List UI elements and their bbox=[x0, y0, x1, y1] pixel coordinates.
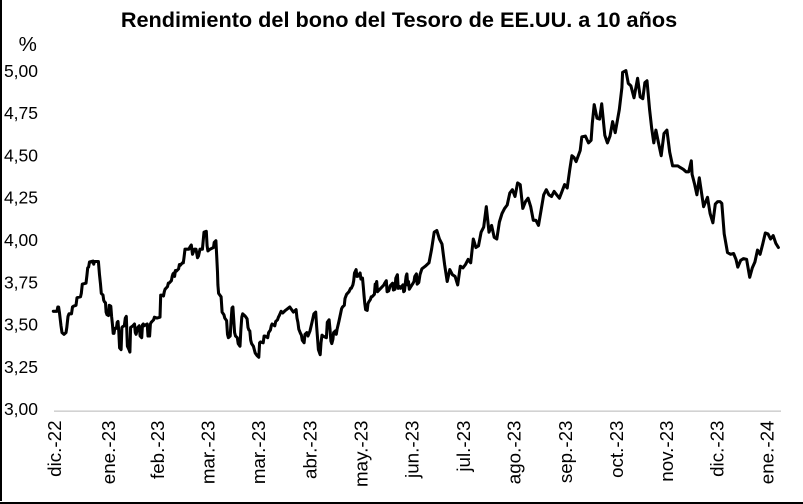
svg-text:3,25: 3,25 bbox=[4, 357, 38, 377]
svg-text:%: % bbox=[19, 33, 37, 56]
svg-text:nov.-23: nov.-23 bbox=[656, 421, 677, 482]
svg-text:3,75: 3,75 bbox=[4, 272, 38, 292]
svg-text:mar.-23: mar.-23 bbox=[197, 421, 218, 485]
svg-text:dic.-22: dic.-22 bbox=[44, 421, 65, 477]
svg-text:Rendimiento del bono del Tesor: Rendimiento del bono del Tesoro de EE.UU… bbox=[121, 7, 677, 32]
svg-text:jul.-23: jul.-23 bbox=[453, 421, 474, 473]
svg-text:jun.-23: jun.-23 bbox=[402, 421, 423, 479]
svg-text:4,50: 4,50 bbox=[4, 145, 38, 165]
svg-text:mar.-23: mar.-23 bbox=[248, 421, 269, 485]
svg-text:oct.-23: oct.-23 bbox=[606, 421, 627, 478]
svg-text:ago.-23: ago.-23 bbox=[504, 421, 525, 485]
svg-text:4,00: 4,00 bbox=[4, 230, 38, 250]
svg-text:4,75: 4,75 bbox=[4, 103, 38, 123]
svg-text:may.-23: may.-23 bbox=[350, 421, 371, 487]
svg-text:4,25: 4,25 bbox=[4, 188, 38, 208]
svg-text:ene.-24: ene.-24 bbox=[757, 421, 778, 485]
svg-text:sep.-23: sep.-23 bbox=[555, 421, 576, 484]
svg-text:dic.-23: dic.-23 bbox=[706, 421, 727, 477]
svg-text:3,00: 3,00 bbox=[4, 399, 38, 419]
svg-text:3,50: 3,50 bbox=[4, 315, 38, 335]
svg-text:5,00: 5,00 bbox=[4, 61, 38, 81]
svg-text:feb.-23: feb.-23 bbox=[147, 421, 168, 479]
svg-text:abr.-23: abr.-23 bbox=[300, 421, 321, 479]
svg-text:ene.-23: ene.-23 bbox=[98, 421, 119, 485]
